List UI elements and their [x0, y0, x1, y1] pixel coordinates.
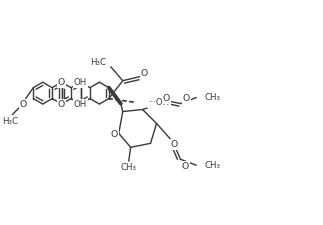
Text: CH₃: CH₃: [204, 161, 220, 170]
Text: ···OH: ···OH: [149, 98, 170, 107]
Text: O: O: [163, 94, 170, 103]
Text: OH: OH: [74, 100, 87, 109]
Text: O: O: [20, 100, 27, 109]
Text: O: O: [58, 100, 65, 109]
Text: H₃C: H₃C: [90, 58, 106, 67]
Text: O: O: [141, 69, 148, 78]
Text: O: O: [58, 78, 65, 87]
Text: O: O: [171, 140, 178, 149]
Text: CH₃: CH₃: [204, 93, 220, 102]
Text: OH: OH: [74, 78, 87, 87]
Text: H₃C: H₃C: [3, 117, 18, 126]
Text: CH₃: CH₃: [121, 163, 137, 172]
Text: O: O: [182, 162, 189, 171]
Text: O: O: [183, 94, 190, 103]
Text: O: O: [110, 130, 118, 139]
